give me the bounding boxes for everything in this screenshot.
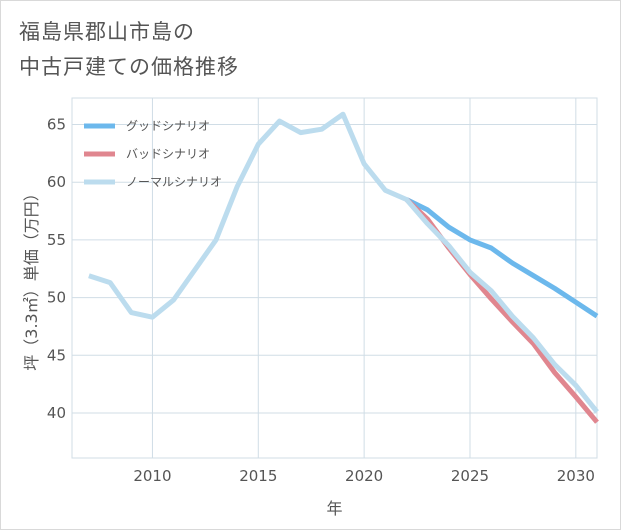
series-line-1 [405,197,599,319]
y-tick-label: 45 [47,346,66,364]
series-line-3 [88,111,599,414]
y-tick-label: 65 [47,116,66,134]
x-tick-label: 2015 [239,467,277,485]
x-tick-label: 2020 [345,467,383,485]
chart-title-line-2: 中古戸建ての価格推移 [19,55,239,79]
x-tick-label: 2030 [557,467,595,485]
y-axis-title: 坪（3.3㎡）単価（万円） [22,185,41,370]
y-tick-label: 60 [47,173,66,191]
y-tick-label: 40 [47,404,66,422]
legend-label-2: バッドシナリオ [126,147,210,161]
x-axis-title: 年 [326,499,342,518]
x-tick-label: 2010 [133,467,171,485]
x-tick-label: 2025 [451,467,489,485]
y-tick-label: 50 [47,289,66,307]
legend-label-3: ノーマルシナリオ [126,175,222,189]
chart-title: 福島県郡山市島の 中古戸建ての価格推移 [19,15,239,85]
y-tick-label: 55 [47,231,66,249]
legend-label-1: グッドシナリオ [126,119,210,133]
plot-area [71,97,598,459]
chart-title-line-1: 福島県郡山市島の [19,20,195,44]
